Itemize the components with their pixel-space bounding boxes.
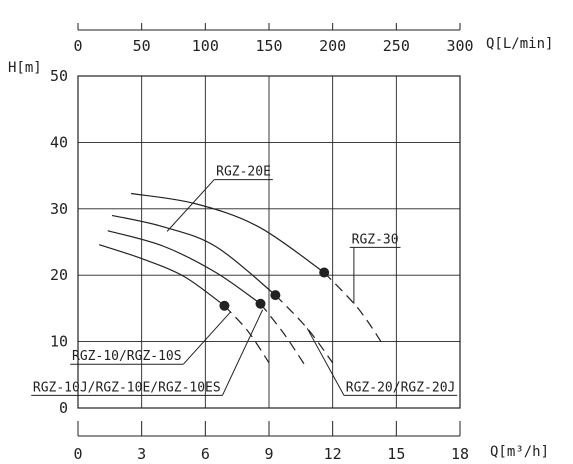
top-x-tick-label: 0 xyxy=(73,37,82,55)
y-tick-label: 0 xyxy=(59,399,68,417)
curve-dashed xyxy=(260,303,306,366)
bottom-x-tick-label: 6 xyxy=(201,445,210,463)
top-x-tick-label: 200 xyxy=(319,37,346,55)
annotation-leader xyxy=(183,311,232,365)
curve-solid xyxy=(107,230,261,305)
annotation-label: RGZ-20E xyxy=(216,165,271,180)
bottom-x-tick-label: 15 xyxy=(387,445,405,463)
curve-solid xyxy=(131,192,325,273)
bottom-x-tick-label: 18 xyxy=(451,445,469,463)
annotation-label: RGZ-20/RGZ-20J xyxy=(346,380,456,395)
y-tick-label: 40 xyxy=(50,133,68,151)
rated-point-marker xyxy=(319,267,330,278)
y-tick-label: 30 xyxy=(50,200,68,218)
curve-solid xyxy=(111,214,276,296)
y-tick-label: 50 xyxy=(50,67,68,85)
bottom-x-tick-label: 3 xyxy=(137,445,146,463)
top-x-tick-label: 250 xyxy=(383,37,410,55)
y-tick-label: 20 xyxy=(50,266,68,284)
annotation-leader xyxy=(221,309,264,396)
x-axis-label-bottom: Q[m³/h] xyxy=(490,444,549,460)
bottom-x-tick-label: 0 xyxy=(73,445,82,463)
tick-labels: 0 10 20 30 40 50 0 50 100 150 200 250 300 0 3 6 9 12 15 18 xyxy=(50,37,474,463)
y-axis-label: H[m] xyxy=(8,60,42,76)
annotation-label: RGZ-10J/RGZ-10E/RGZ-10ES xyxy=(33,380,221,395)
rated-point-markers xyxy=(219,267,330,311)
top-x-tick-label: 100 xyxy=(192,37,219,55)
curve-solid xyxy=(99,244,225,307)
series-annotations: RGZ-20E RGZ-30 RGZ-10/RGZ-10S RGZ-10J/RGZ-1… xyxy=(31,165,458,396)
top-x-tick-label: 300 xyxy=(446,37,473,55)
curve-dashed xyxy=(323,272,385,346)
bottom-x-tick-label: 12 xyxy=(324,445,342,463)
top-x-tick-label: 150 xyxy=(255,37,282,55)
annotation-leader xyxy=(306,328,345,396)
top-x-tick-label: 50 xyxy=(133,37,151,55)
rated-point-marker xyxy=(270,290,281,301)
bottom-x-tick-label: 9 xyxy=(264,445,273,463)
rated-point-marker xyxy=(219,300,230,311)
grid-lines xyxy=(77,75,461,409)
annotation-label: RGZ-10/RGZ-10S xyxy=(72,349,182,364)
rated-point-marker xyxy=(255,298,266,309)
x-axis-label-top: Q[L/min] xyxy=(486,36,553,52)
curve-dashed xyxy=(223,305,270,364)
performance-curves xyxy=(99,192,385,366)
annotation-leader xyxy=(166,179,215,232)
y-tick-label: 10 xyxy=(50,333,68,351)
annotation-label: RGZ-30 xyxy=(352,232,399,247)
axes xyxy=(77,23,461,437)
curve-dashed xyxy=(274,294,334,364)
